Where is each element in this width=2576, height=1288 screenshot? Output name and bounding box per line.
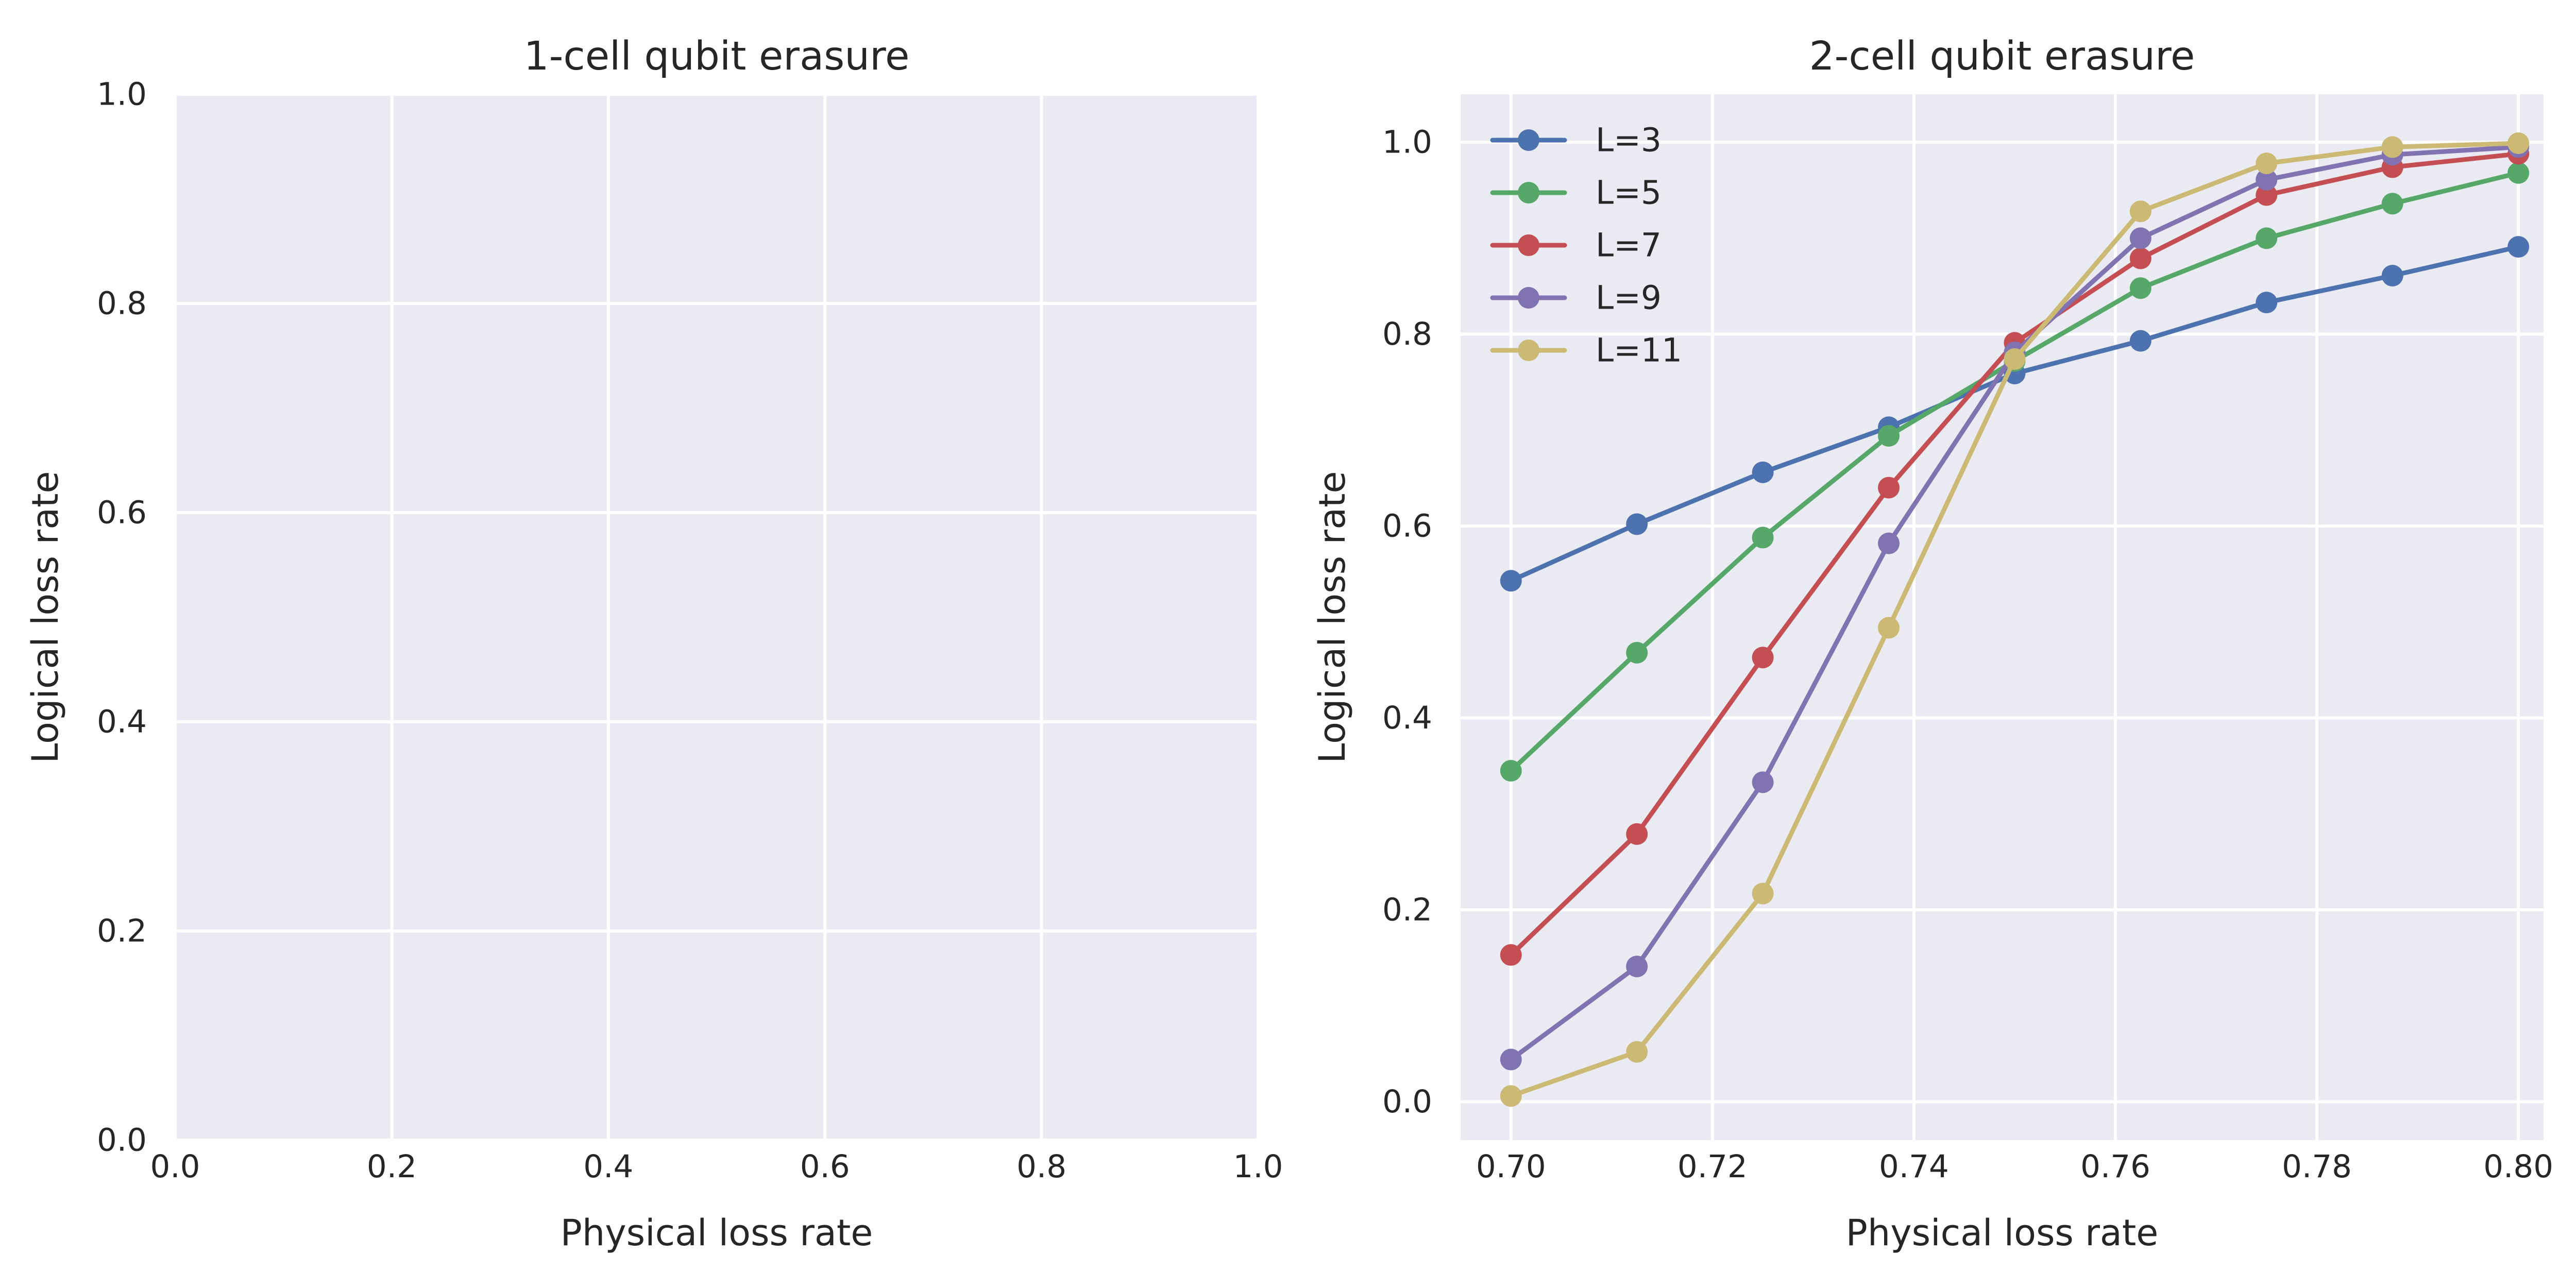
data-point <box>1500 759 1522 782</box>
y-tick-label: 0.4 <box>97 704 147 740</box>
x-tick-label: 0.76 <box>2080 1148 2150 1185</box>
data-point <box>1500 944 1522 966</box>
data-point <box>1878 532 1900 554</box>
data-point <box>1752 883 1774 905</box>
legend-label: L=5 <box>1596 174 1662 212</box>
x-tick-label: 0.80 <box>2483 1148 2553 1185</box>
data-point <box>1878 425 1900 447</box>
x-tick-label: 0.8 <box>1016 1148 1066 1185</box>
data-point <box>1878 477 1900 499</box>
data-point <box>1626 955 1648 977</box>
x-tick-label: 0.78 <box>2282 1148 2352 1185</box>
data-point <box>1752 647 1774 669</box>
data-point <box>1626 513 1648 535</box>
data-point <box>2256 292 2278 314</box>
data-point <box>1752 461 1774 483</box>
y-tick-label: 0.0 <box>97 1122 147 1159</box>
legend: L=3 L=5 L=7 L=9 L=11 <box>1490 122 1682 369</box>
y-tick-label: 0.4 <box>1382 700 1432 736</box>
y-tick-label: 1.0 <box>97 76 147 113</box>
legend-label: L=7 <box>1596 227 1662 264</box>
chart-panel-2-cell: 0.70 0.72 0.74 0.76 0.78 0.80 0.0 0.2 0.4 0.6 0.8 1… <box>1311 33 2553 1254</box>
data-point <box>1752 527 1774 549</box>
legend-marker <box>1518 129 1539 151</box>
data-point <box>1626 641 1648 664</box>
data-point <box>2129 247 2151 269</box>
x-tick-label: 0.72 <box>1677 1148 1748 1185</box>
y-tick-label: 0.8 <box>97 285 147 322</box>
data-point <box>2507 132 2530 154</box>
chart-title: 1-cell qubit erasure <box>524 33 910 79</box>
legend-label: L=11 <box>1596 332 1682 369</box>
x-tick-label: 0.2 <box>367 1148 417 1185</box>
data-point <box>2507 162 2530 184</box>
data-point <box>2129 277 2151 299</box>
y-tick-label: 0.0 <box>1382 1083 1432 1120</box>
y-tick-label: 0.2 <box>97 913 147 950</box>
chart-title: 2-cell qubit erasure <box>1809 33 2195 79</box>
y-tick-label: 0.6 <box>97 495 147 531</box>
plot-area <box>175 94 1258 1140</box>
legend-marker <box>1518 234 1539 256</box>
legend-marker <box>1518 340 1539 361</box>
chart-panel-1-cell: 0.0 0.2 0.4 0.6 0.8 1.0 0.0 0.2 0.4 0.6 0.8 1.0 1-ce… <box>24 33 1283 1254</box>
data-point <box>2256 227 2278 249</box>
legend-marker <box>1518 287 1539 309</box>
data-point <box>2381 136 2403 158</box>
x-tick-label: 1.0 <box>1233 1148 1283 1185</box>
data-point <box>1626 823 1648 845</box>
x-tick-label: 0.70 <box>1476 1148 1546 1185</box>
data-point <box>1500 1085 1522 1107</box>
data-point <box>1752 771 1774 793</box>
data-point <box>2381 193 2403 215</box>
x-tick-label: 0.4 <box>583 1148 633 1185</box>
x-tick-label: 0.6 <box>800 1148 850 1185</box>
x-axis-label: Physical loss rate <box>1846 1212 2159 1254</box>
data-point <box>2004 348 2026 370</box>
y-tick-label: 0.6 <box>1382 508 1432 545</box>
series-l-3 <box>1500 236 2530 592</box>
series-l-11 <box>1500 132 2530 1107</box>
data-point <box>2381 264 2403 286</box>
data-point <box>2256 184 2278 206</box>
data-point <box>1500 570 1522 592</box>
data-point <box>2129 330 2151 352</box>
data-point <box>1878 617 1900 639</box>
y-tick-label: 0.2 <box>1382 892 1432 928</box>
legend-marker <box>1518 182 1539 204</box>
data-point <box>1500 1048 1522 1071</box>
data-point <box>2256 152 2278 175</box>
y-axis-label: Logical loss rate <box>24 471 66 763</box>
data-point <box>1626 1041 1648 1063</box>
y-tick-label: 1.0 <box>1382 124 1432 161</box>
x-tick-label: 0.74 <box>1879 1148 1949 1185</box>
legend-label: L=9 <box>1596 279 1662 317</box>
data-point <box>2256 168 2278 191</box>
x-tick-label: 0.0 <box>150 1148 200 1185</box>
x-axis-label: Physical loss rate <box>561 1212 873 1254</box>
data-point <box>2507 236 2530 258</box>
data-point <box>2129 200 2151 223</box>
legend-label: L=3 <box>1596 122 1662 159</box>
data-point <box>2129 227 2151 249</box>
y-axis-label: Logical loss rate <box>1311 471 1353 763</box>
y-tick-label: 0.8 <box>1382 316 1432 352</box>
